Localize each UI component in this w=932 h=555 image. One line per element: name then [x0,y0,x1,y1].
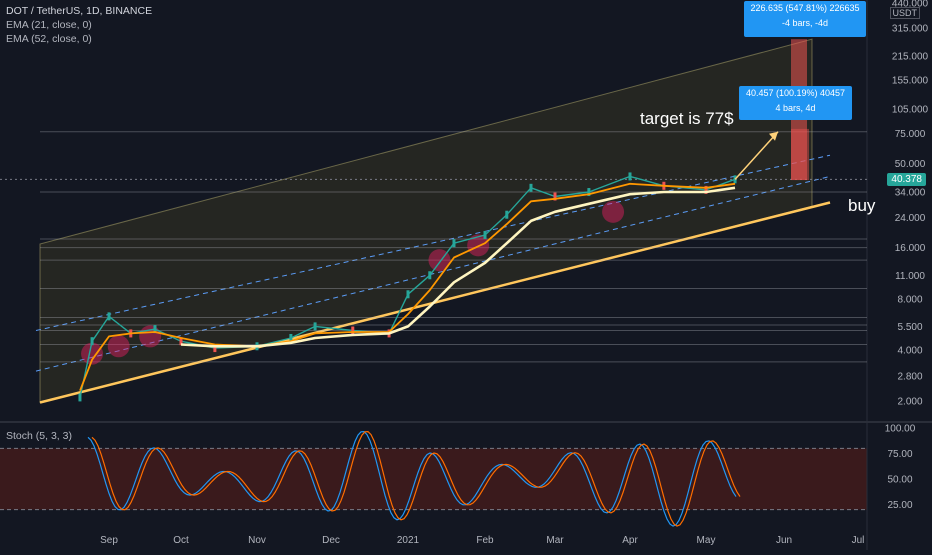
stoch-tick-2: 50.00 [887,475,912,486]
series-line-1 [79,182,736,392]
price-point-12 [406,290,410,299]
y-tick-4: 105.000 [892,104,929,115]
highlight-circle-0 [81,342,104,365]
y-tick-14: 2.800 [897,372,922,383]
price-point-16 [505,210,509,219]
ema21-legend: EMA (21, close, 0) [6,19,92,31]
x-tick-6: Mar [546,535,564,546]
price-point-9 [313,322,317,331]
price-point-6 [213,344,217,353]
buy-annotation: buy [848,196,876,215]
price-point-14 [452,239,456,248]
stoch-tick-3: 25.00 [887,500,912,511]
price-point-17 [529,183,533,192]
price-point-8 [289,333,293,342]
target-annotation: target is 77$ [640,109,734,128]
price-point-1 [90,337,94,346]
stoch-tick-1: 75.00 [887,449,912,460]
y-tick-15: 2.000 [897,397,922,408]
highlight-circle-2 [139,325,162,348]
y-tick-0: 440.000 [892,0,929,10]
price-point-19 [587,188,591,197]
highlight-circle-1 [107,335,130,358]
y-tick-12: 5.500 [897,322,922,333]
measure-box-mid: 40.457 (100.19%) 40457 4 bars, 4d [739,86,852,120]
price-point-4 [153,325,157,334]
price-point-20 [628,172,632,181]
y-tick-9: 16.000 [895,243,926,254]
highlight-circle-5 [602,200,625,223]
stoch-tick-0: 100.00 [885,424,916,435]
price-point-15 [483,230,487,239]
y-tick-2: 215.000 [892,52,929,63]
x-tick-7: Apr [622,535,638,546]
y-tick-7: 34.000 [895,188,926,199]
y-tick-11: 8.000 [897,294,922,305]
measure-mid-line2: 4 bars, 4d [775,103,816,113]
last-price-tag: 40.378 [887,173,926,186]
x-tick-10: Jul [852,535,865,546]
y-tick-13: 4.000 [897,345,922,356]
x-tick-2: Nov [248,535,266,546]
series-line-0 [79,175,736,398]
x-tick-1: Oct [173,535,189,546]
chart-title: DOT / TetherUS, 1D, BINANCE [6,5,153,17]
price-point-0 [78,393,82,402]
target-arrow-line [734,131,779,180]
y-tick-1: 315.000 [892,23,929,34]
channel-fill [39,38,813,404]
target-arrow-head [769,131,778,141]
channel-mid-dashed [35,154,831,332]
series-line-2 [180,186,736,348]
measure-top-line1: 226.635 (547.81%) 226635 [750,3,860,13]
y-tick-3: 155.000 [892,76,929,87]
y-tick-6: 50.000 [895,159,926,170]
channel-low-dashed [35,175,831,372]
price-point-18 [553,192,557,201]
stoch-k-line [87,430,737,527]
x-tick-3: Dec [322,535,340,546]
price-point-10 [351,326,355,335]
ema52-legend: EMA (52, close, 0) [6,33,92,45]
price-point-13 [428,271,432,280]
stoch-legend: Stoch (5, 3, 3) [6,430,72,442]
x-tick-9: Jun [776,535,792,546]
x-tick-0: Sep [100,535,118,546]
y-tick-5: 75.000 [895,129,926,140]
y-tick-8: 24.000 [895,213,926,224]
currency-label: USDT [889,7,920,19]
price-point-2 [107,312,111,321]
stoch-d-line [91,430,741,527]
price-point-22 [704,185,708,194]
measure-mid-line1: 40.457 (100.19%) 40457 [745,88,846,98]
measure-box-top: 226.635 (547.81%) 226635 -4 bars, -4d [744,1,866,37]
stoch-band-fill [0,448,867,510]
measure-column-mid [791,128,809,181]
y-tick-10: 11.000 [895,271,925,282]
x-tick-5: Feb [476,535,494,546]
x-tick-4: 2021 [397,535,420,546]
x-tick-8: May [697,535,716,546]
measure-top-line2: -4 bars, -4d [781,18,829,28]
price-point-5 [179,337,183,346]
